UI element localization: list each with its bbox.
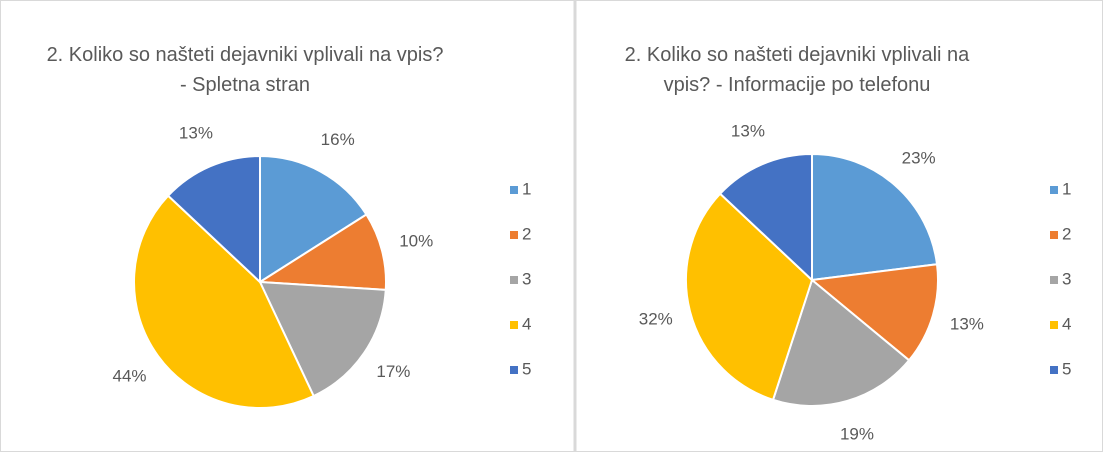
legend-label: 3	[1062, 269, 1071, 288]
pie-slice	[809, 263, 939, 362]
data-label: 10%	[399, 231, 433, 250]
legend-label: 1	[522, 179, 531, 198]
legend-swatch	[1050, 276, 1058, 284]
legend-label: 1	[1062, 179, 1071, 198]
legend-swatch	[510, 186, 518, 194]
data-label: 44%	[113, 366, 147, 385]
legend-swatch	[510, 321, 518, 329]
legend-label: 3	[522, 269, 531, 288]
legend-swatch	[1050, 321, 1058, 329]
data-label: 32%	[639, 310, 673, 329]
chart-title: 2. Koliko so našteti dejavniki vplivali …	[46, 44, 444, 96]
data-label: 13%	[179, 123, 213, 142]
pie-slice	[166, 154, 261, 285]
legend-label: 4	[1062, 314, 1071, 333]
data-label: 16%	[321, 130, 355, 149]
pie-slice	[685, 192, 814, 402]
chart-title: 2. Koliko so našteti dejavniki vplivali …	[624, 44, 970, 96]
legend-swatch	[1050, 186, 1058, 194]
data-label: 13%	[731, 121, 765, 140]
legend-swatch	[1050, 366, 1058, 374]
pie-slice	[256, 213, 387, 291]
data-label: 17%	[376, 362, 410, 381]
legend-label: 5	[1062, 359, 1071, 378]
legend-label: 5	[522, 359, 531, 378]
legend-label: 2	[522, 224, 531, 243]
legend-swatch	[510, 231, 518, 239]
legend-swatch	[1050, 231, 1058, 239]
pie-slice	[718, 152, 813, 283]
data-label: 23%	[902, 149, 936, 168]
pie-slice	[811, 152, 939, 282]
pie-slice	[258, 280, 387, 398]
data-label: 13%	[950, 314, 984, 333]
legend-label: 2	[1062, 224, 1071, 243]
pie-slice	[771, 278, 911, 407]
legend-swatch	[510, 366, 518, 374]
data-label: 19%	[840, 424, 874, 443]
pie-slice	[259, 154, 368, 284]
legend-label: 4	[522, 314, 531, 333]
pie-slice	[133, 194, 315, 409]
legend-swatch	[510, 276, 518, 284]
